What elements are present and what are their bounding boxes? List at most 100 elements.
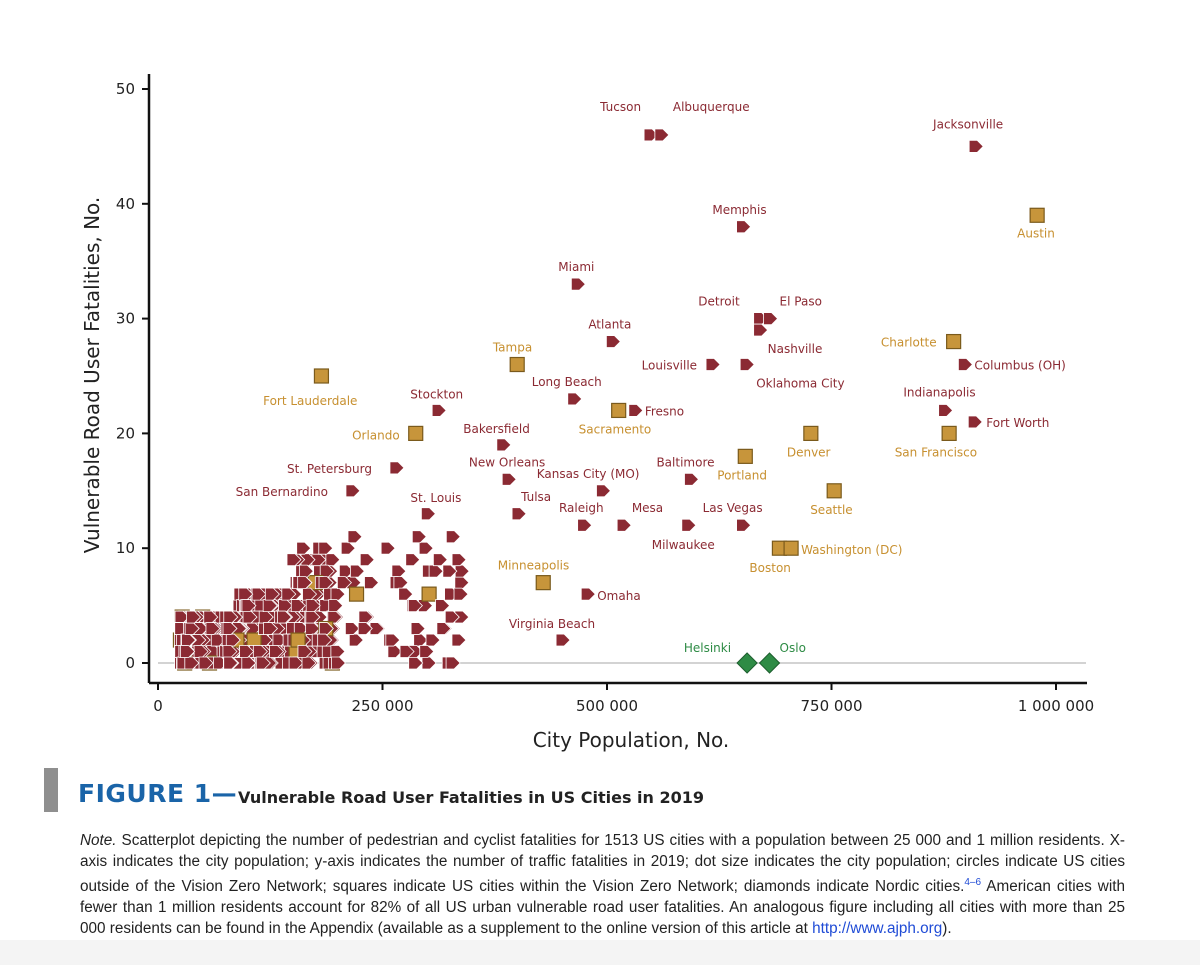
point-omaha [580, 587, 596, 601]
label-san-francisco: San Francisco [895, 445, 977, 459]
point-nashville [753, 323, 769, 337]
cluster-point [317, 633, 333, 647]
note-reference[interactable]: 4–6 [964, 877, 982, 888]
cluster-point [454, 576, 470, 590]
cluster-point [419, 645, 435, 658]
point-st-petersburg [389, 461, 405, 475]
cluster-point [198, 656, 214, 670]
label-nashville: Nashville [768, 342, 823, 356]
point-fresno [628, 404, 644, 417]
x-tick-label: 500 000 [576, 697, 638, 715]
cluster-point [410, 622, 426, 635]
cluster-point [393, 576, 409, 590]
point-tulsa [511, 507, 527, 521]
label-tucson: Tucson [599, 100, 641, 114]
cluster-point [347, 530, 363, 544]
point-kansas-city-mo [596, 484, 612, 498]
y-ticks: 0 10 20 30 40 50 [116, 80, 149, 672]
cluster-point [454, 564, 470, 578]
point-tampa [509, 356, 525, 373]
cluster-point [425, 633, 441, 647]
point-louisville [705, 358, 721, 371]
point-baltimore [684, 472, 700, 486]
cluster-point [359, 553, 375, 567]
point-long-beach [567, 392, 583, 406]
cluster-point [180, 645, 196, 658]
label-charlotte: Charlotte [881, 336, 937, 350]
cluster-point [223, 610, 239, 624]
label-boston: Boston [749, 561, 790, 575]
label-fort-worth: Fort Worth [986, 416, 1049, 430]
point-st-louis [421, 507, 436, 521]
cluster-point [413, 633, 429, 647]
cluster-point [298, 564, 314, 578]
label-minneapolis: Minneapolis [498, 559, 570, 573]
note-text-1: Scatterplot depicting the number of pede… [80, 832, 1125, 896]
label-sacramento: Sacramento [579, 422, 652, 436]
point-raleigh [577, 518, 593, 532]
point-austin [1029, 207, 1045, 223]
point-milwaukee [681, 518, 697, 532]
point-sacramento [611, 402, 627, 419]
cluster-point [421, 586, 437, 602]
cluster-point [290, 599, 306, 612]
point-seattle [826, 483, 842, 499]
cluster-point [328, 599, 344, 612]
label-jacksonville: Jacksonville [932, 117, 1003, 131]
cluster-point [203, 610, 219, 624]
cluster-point [297, 645, 313, 658]
label-helsinki: Helsinki [684, 641, 731, 655]
label-baltimore: Baltimore [656, 455, 714, 469]
label-columbus-oh: Columbus (OH) [974, 359, 1065, 373]
cluster-point [222, 622, 238, 635]
label-miami: Miami [558, 260, 594, 274]
cluster-point [296, 541, 312, 555]
label-oslo: Oslo [780, 641, 806, 655]
label-austin: Austin [1017, 226, 1055, 240]
cluster-point [330, 645, 346, 658]
point-charlotte [946, 333, 962, 350]
cluster-point [290, 632, 306, 648]
point-virginia-beach [555, 633, 571, 647]
y-tick-label: 10 [116, 539, 135, 557]
cluster-point [451, 633, 467, 647]
cluster-point [264, 587, 280, 601]
cluster-point [358, 610, 374, 624]
cluster-point [255, 656, 271, 670]
note-text-2: American cities with fewer than 1 millio… [80, 878, 1125, 938]
x-axis-title: City Population, No. [533, 728, 730, 752]
y-tick-label: 30 [116, 310, 135, 328]
cluster-point [445, 656, 461, 670]
cluster-point [436, 622, 452, 635]
label-louisville: Louisville [642, 359, 698, 373]
x-tick-label: 250 000 [351, 697, 413, 715]
cluster-point [331, 656, 346, 670]
label-fort-lauderdale: Fort Lauderdale [263, 394, 357, 408]
labeled-points: Tucson Albuquerque Jacksonville Austin Memph… [236, 100, 1066, 674]
point-helsinki [736, 652, 758, 674]
point-san-francisco [941, 425, 957, 441]
bottom-band [0, 940, 1200, 965]
point-oklahoma-city [739, 358, 755, 371]
point-indianapolis [938, 404, 954, 417]
point-washington-dc [783, 540, 799, 556]
label-detroit: Detroit [698, 295, 740, 309]
cluster-point [239, 645, 255, 658]
label-memphis: Memphis [712, 203, 766, 217]
cluster-point [405, 553, 421, 567]
label-virginia-beach: Virginia Beach [509, 617, 595, 631]
cluster-point [418, 541, 434, 555]
label-las-vegas: Las Vegas [703, 501, 763, 515]
cluster-point [269, 645, 285, 658]
point-denver [803, 425, 819, 441]
label-bakersfield: Bakersfield [463, 422, 530, 436]
cluster-point [174, 610, 190, 624]
x-tick-label: 750 000 [800, 697, 862, 715]
cluster-point [348, 586, 365, 602]
ajph-link[interactable]: http://www.ajph.org [812, 920, 943, 938]
label-oklahoma-city: Oklahoma City [756, 377, 844, 391]
cluster-point [451, 553, 467, 567]
point-fort-worth [967, 415, 983, 429]
label-new-orleans: New Orleans [469, 455, 545, 469]
point-new-orleans [501, 472, 517, 486]
